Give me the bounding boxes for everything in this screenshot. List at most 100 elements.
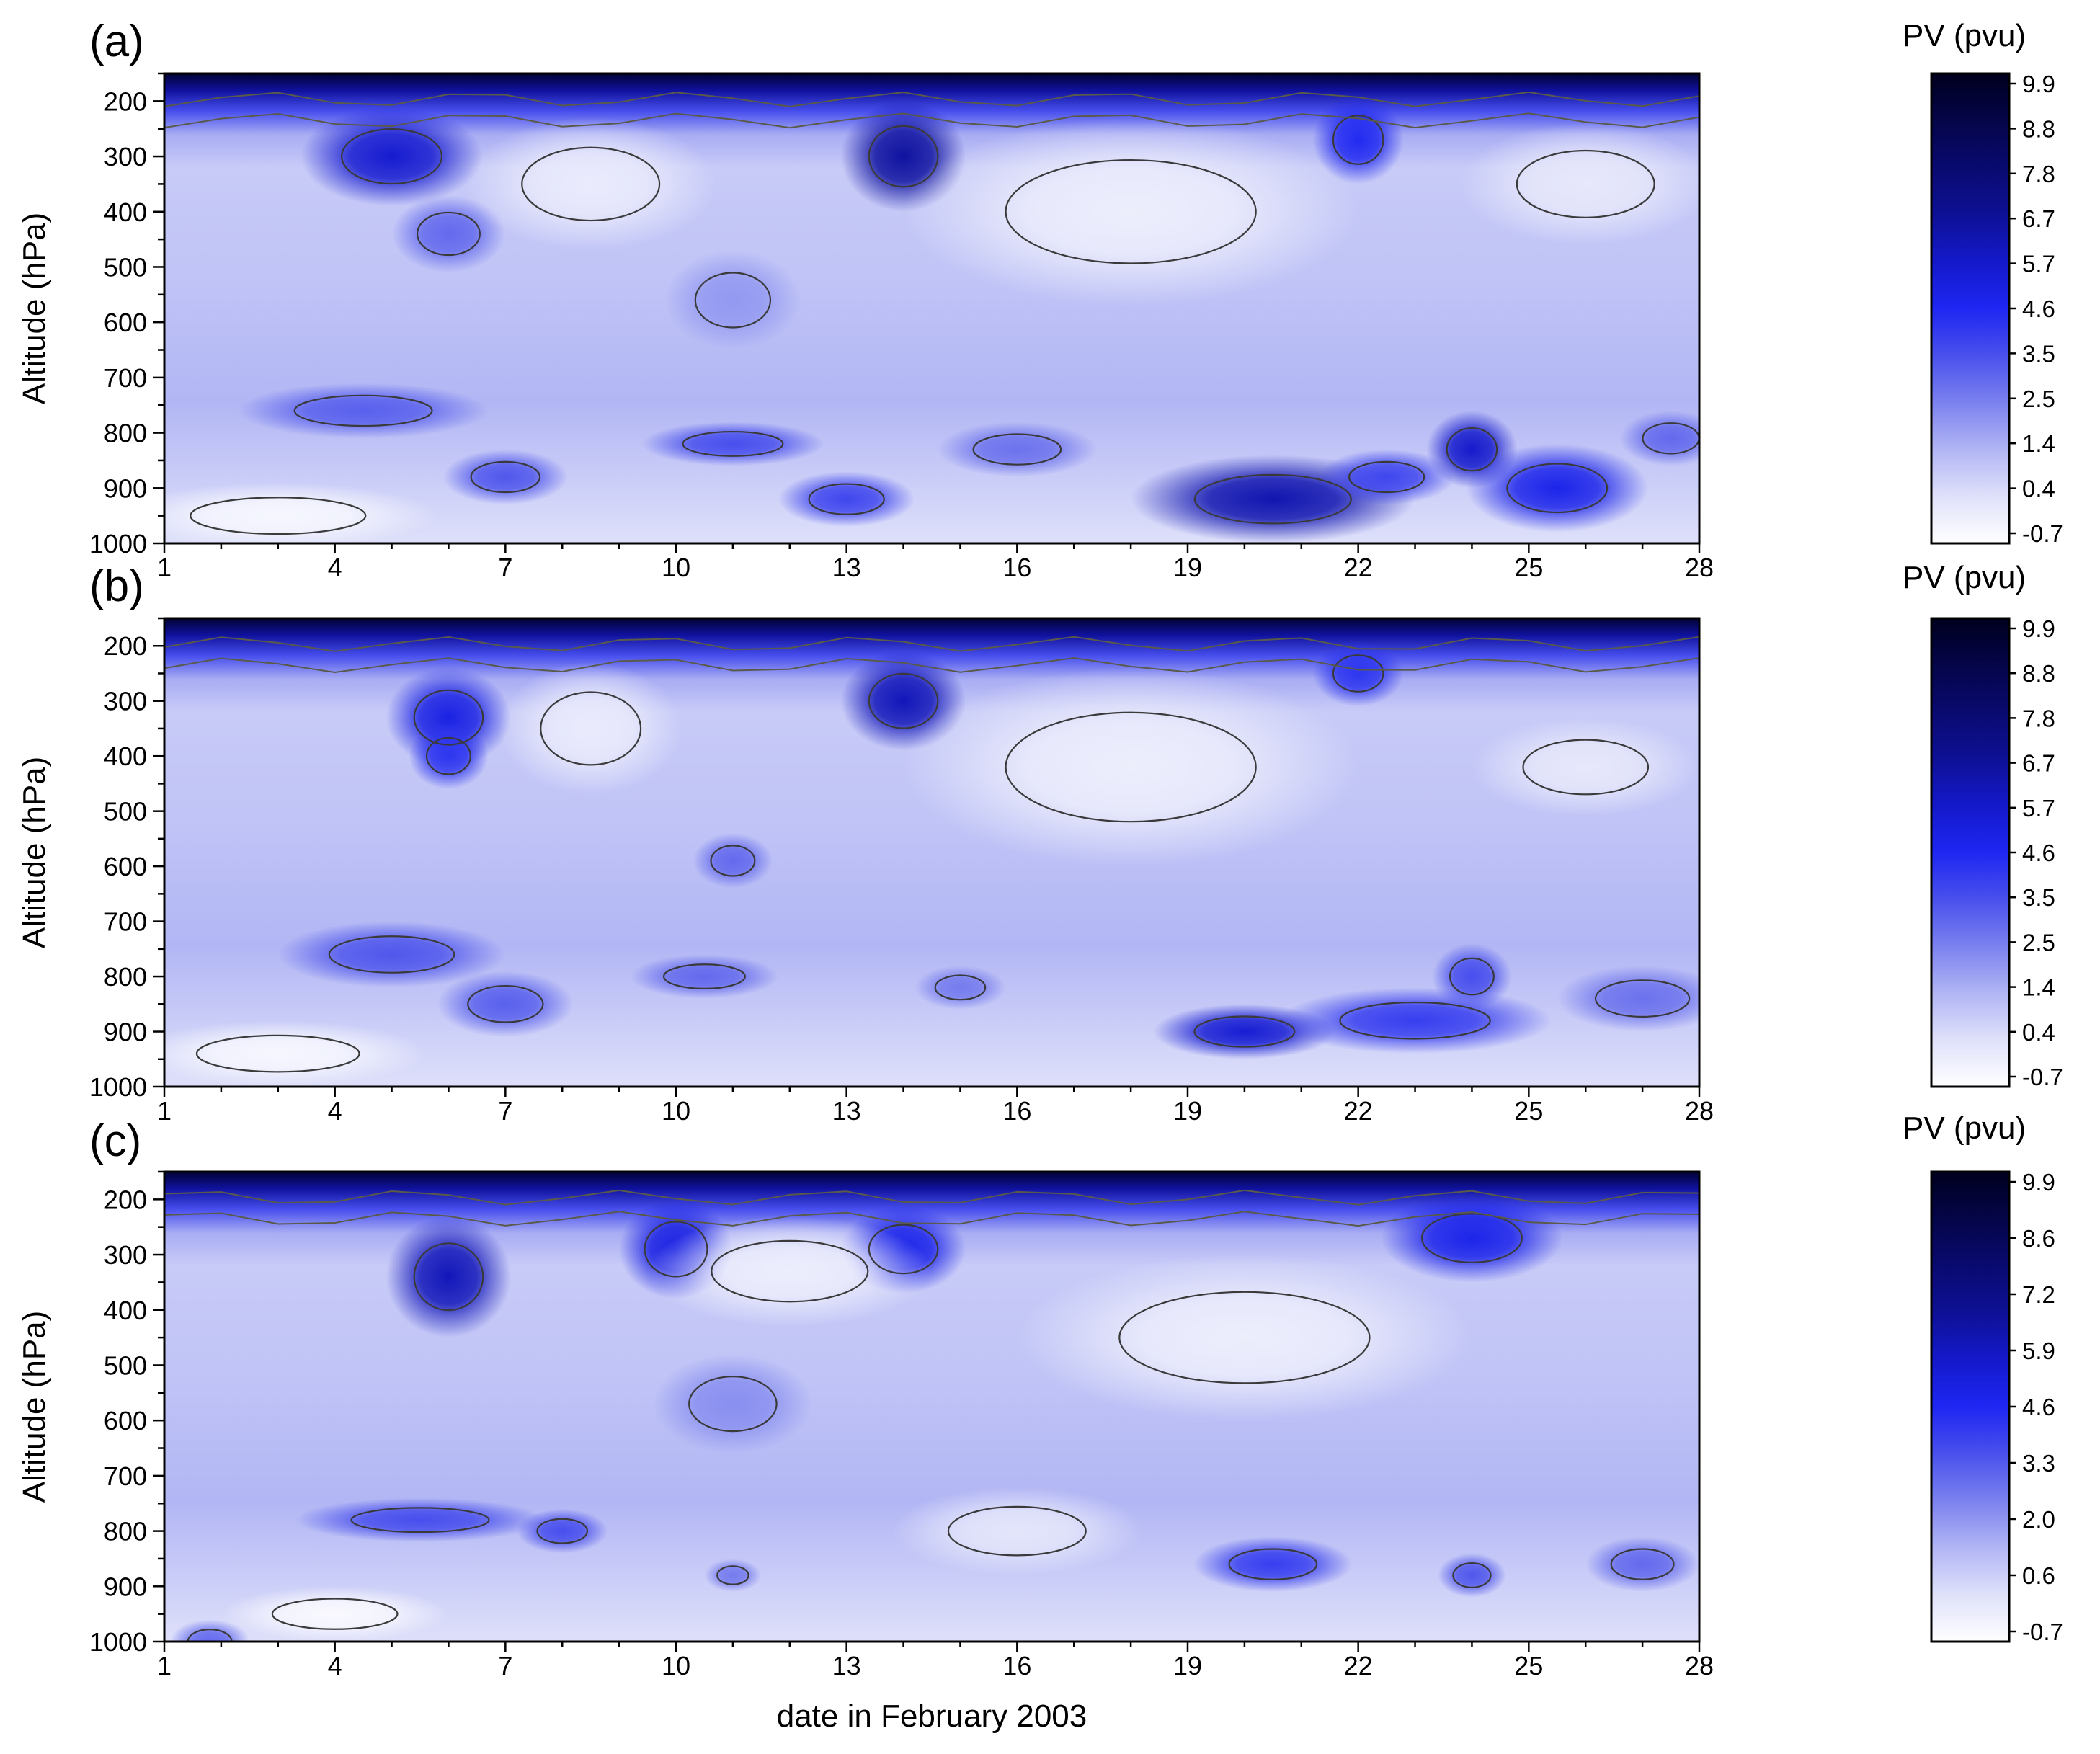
pv-contour <box>470 460 541 494</box>
pv-contour <box>413 1242 484 1312</box>
pv-contour <box>868 125 939 188</box>
pv-contour <box>662 963 746 989</box>
panel-c: (c) 200 300 400 500 600 700 800 900 1000 1 4 7 10 13… <box>17 1110 2063 1734</box>
pv-contour <box>1332 654 1384 693</box>
pv-contour <box>1446 427 1498 472</box>
y-tick-label: 800 <box>104 419 147 448</box>
pv-contour <box>716 1565 749 1585</box>
pv-anomaly <box>647 1216 932 1327</box>
colorbar-tick-label: 2.5 <box>2022 386 2055 412</box>
colorbar-tick-label: 9.9 <box>2022 1169 2055 1196</box>
pv-anomaly <box>301 107 483 207</box>
x-tick-label: 4 <box>328 1096 342 1126</box>
colorbar-tick-label: 8.6 <box>2022 1225 2055 1252</box>
pv-contour <box>1228 1548 1318 1580</box>
pv-contour <box>416 211 481 257</box>
pv-contour <box>164 112 1699 129</box>
pv-contour <box>711 1239 869 1303</box>
y-tick-label: 500 <box>104 252 147 282</box>
x-tick-label: 25 <box>1514 553 1543 582</box>
colorbar-tick-label: 0.6 <box>2022 1562 2055 1589</box>
x-tick-label: 13 <box>832 1096 861 1126</box>
pv-contour <box>164 636 1699 652</box>
x-tick-label: 16 <box>1002 553 1031 582</box>
panel-c-colorbar-title: PV (pvu) <box>1903 1110 2026 1146</box>
pv-anomaly <box>1381 1193 1563 1283</box>
pv-anomaly <box>1585 1536 1699 1592</box>
x-tick-label: 7 <box>498 1096 512 1126</box>
pv-contour <box>521 146 661 222</box>
x-tick-label: 10 <box>662 1096 690 1126</box>
panel-a-colorbar-title: PV (pvu) <box>1903 18 2026 53</box>
panel-b-label: (b) <box>89 561 144 611</box>
y-tick-label: 200 <box>104 86 147 116</box>
colorbar-tick-label: -0.7 <box>2022 1619 2063 1645</box>
pv-contour <box>195 1034 360 1073</box>
colorbar-tick-label: 2.0 <box>2022 1506 2055 1533</box>
y-tick-label: 1000 <box>89 1627 147 1657</box>
pv-contour <box>710 845 756 877</box>
y-tick-label: 600 <box>104 308 147 337</box>
y-tick-label: 600 <box>104 1406 147 1435</box>
pv-anomaly <box>1017 1255 1472 1421</box>
panel-c-x-axis: 1 4 7 10 13 16 19 22 25 28 <box>157 1642 1714 1680</box>
pv-anomaly <box>277 921 506 988</box>
pv-anomaly <box>1312 95 1404 184</box>
pv-contour <box>808 483 885 515</box>
pv-contour <box>1449 957 1495 996</box>
pv-anomaly <box>1557 965 1699 1032</box>
y-tick-label: 400 <box>104 742 147 771</box>
pv-anomaly <box>386 1216 512 1338</box>
x-tick-label: 7 <box>498 1651 512 1680</box>
colorbar-tick-label: -0.7 <box>2022 1064 2063 1090</box>
pv-anomaly <box>693 833 773 889</box>
y-tick-label: 700 <box>104 363 147 393</box>
pv-contour <box>934 974 987 1001</box>
pv-anomaly <box>164 1020 426 1087</box>
panel-b: (b) 200 300 400 500 600 700 800 900 1000 1 4 7 10 13… <box>17 560 2063 1126</box>
y-tick-label: 800 <box>104 962 147 992</box>
pv-contour <box>164 1189 1699 1206</box>
pv-contour <box>972 433 1062 466</box>
panel-c-plot-frame <box>163 1170 1701 1643</box>
panel-c-y-axis: 200 300 400 500 600 700 800 900 1000 <box>89 1170 164 1657</box>
x-tick-label: 25 <box>1514 1096 1543 1126</box>
x-tick-label: 28 <box>1685 1651 1714 1680</box>
y-tick-label: 900 <box>104 473 147 503</box>
colorbar-tick-label: 7.8 <box>2022 161 2055 187</box>
pv-contour <box>350 1507 490 1533</box>
y-tick-label: 700 <box>104 1461 147 1491</box>
colorbar-tick-label: 4.6 <box>2022 840 2055 866</box>
panel-a: (a) 200 300 400 500 600 700 800 900 1000 1 4 7 10 13… <box>17 17 2063 582</box>
pv-contour <box>1332 115 1384 165</box>
pv-contour <box>293 394 433 427</box>
pv-anomaly <box>915 965 1006 1010</box>
pv-contour <box>694 272 772 329</box>
colorbar-tick-label: 1.4 <box>2022 430 2055 457</box>
x-tick-label: 10 <box>662 553 690 582</box>
pv-contour <box>1522 739 1650 796</box>
y-tick-label: 900 <box>104 1572 147 1601</box>
colorbar-tick-label: 2.5 <box>2022 929 2055 956</box>
pv-contour <box>467 984 544 1023</box>
pv-anomaly <box>641 422 824 466</box>
pv-anomaly <box>391 195 506 273</box>
y-tick-label: 300 <box>104 1240 147 1270</box>
y-tick-label: 200 <box>104 631 147 661</box>
pv-contour <box>328 935 455 974</box>
x-tick-label: 16 <box>1002 1096 1031 1126</box>
x-tick-label: 1 <box>157 553 172 582</box>
pv-anomaly <box>1193 1536 1353 1592</box>
colorbar-tick-label: 4.6 <box>2022 295 2055 322</box>
pv-contour <box>540 691 642 766</box>
pv-anomaly <box>295 1497 546 1542</box>
pv-anomaly <box>164 482 437 543</box>
x-tick-label: 28 <box>1685 1096 1714 1126</box>
y-tick-label: 200 <box>104 1185 147 1214</box>
pv-contour <box>868 672 939 729</box>
colorbar-tick-label: 5.7 <box>2022 251 2055 277</box>
pv-anomaly <box>1619 410 1699 466</box>
colorbar-tick-label: 3.5 <box>2022 884 2055 911</box>
pv-anomaly <box>1466 443 1648 533</box>
